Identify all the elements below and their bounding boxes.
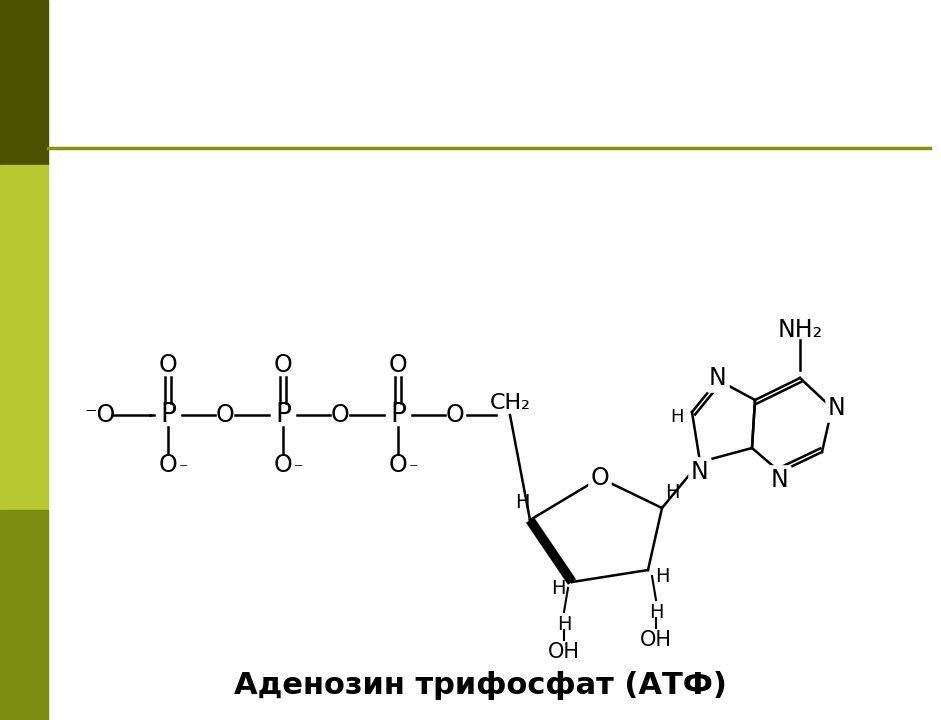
Text: P: P (391, 402, 406, 428)
Bar (0, 0, 48, 165)
Text: H: H (648, 603, 663, 621)
Bar (0, 510, 48, 720)
Text: O: O (446, 403, 464, 427)
Text: O: O (159, 353, 177, 377)
Text: H: H (655, 567, 669, 585)
Text: OH: OH (640, 630, 672, 650)
Bar (0, 165, 48, 510)
Text: OH: OH (548, 642, 580, 662)
Text: H: H (515, 492, 529, 511)
Text: O: O (274, 453, 293, 477)
Text: H: H (664, 482, 679, 502)
Text: P: P (275, 402, 291, 428)
Text: O: O (215, 403, 234, 427)
Text: O: O (389, 453, 407, 477)
Text: ⁻: ⁻ (294, 461, 304, 479)
Text: ⁻: ⁻ (409, 461, 419, 479)
Text: P: P (160, 402, 176, 428)
Text: N: N (828, 396, 846, 420)
Text: N: N (771, 468, 789, 492)
Text: O: O (591, 466, 610, 490)
Text: H: H (670, 408, 684, 426)
Text: Аденозин трифосфат (АТФ): Аденозин трифосфат (АТФ) (233, 670, 726, 700)
Text: O: O (330, 403, 349, 427)
Text: O: O (389, 353, 407, 377)
Text: H: H (557, 614, 571, 634)
Text: N: N (691, 460, 709, 484)
Text: ⁻: ⁻ (179, 461, 188, 479)
Text: O: O (274, 353, 293, 377)
Text: ⁻O: ⁻O (85, 403, 116, 427)
Text: N: N (710, 366, 726, 390)
Text: CH₂: CH₂ (489, 393, 531, 413)
Text: O: O (159, 453, 177, 477)
Text: NH₂: NH₂ (777, 318, 822, 342)
Text: H: H (550, 578, 566, 598)
